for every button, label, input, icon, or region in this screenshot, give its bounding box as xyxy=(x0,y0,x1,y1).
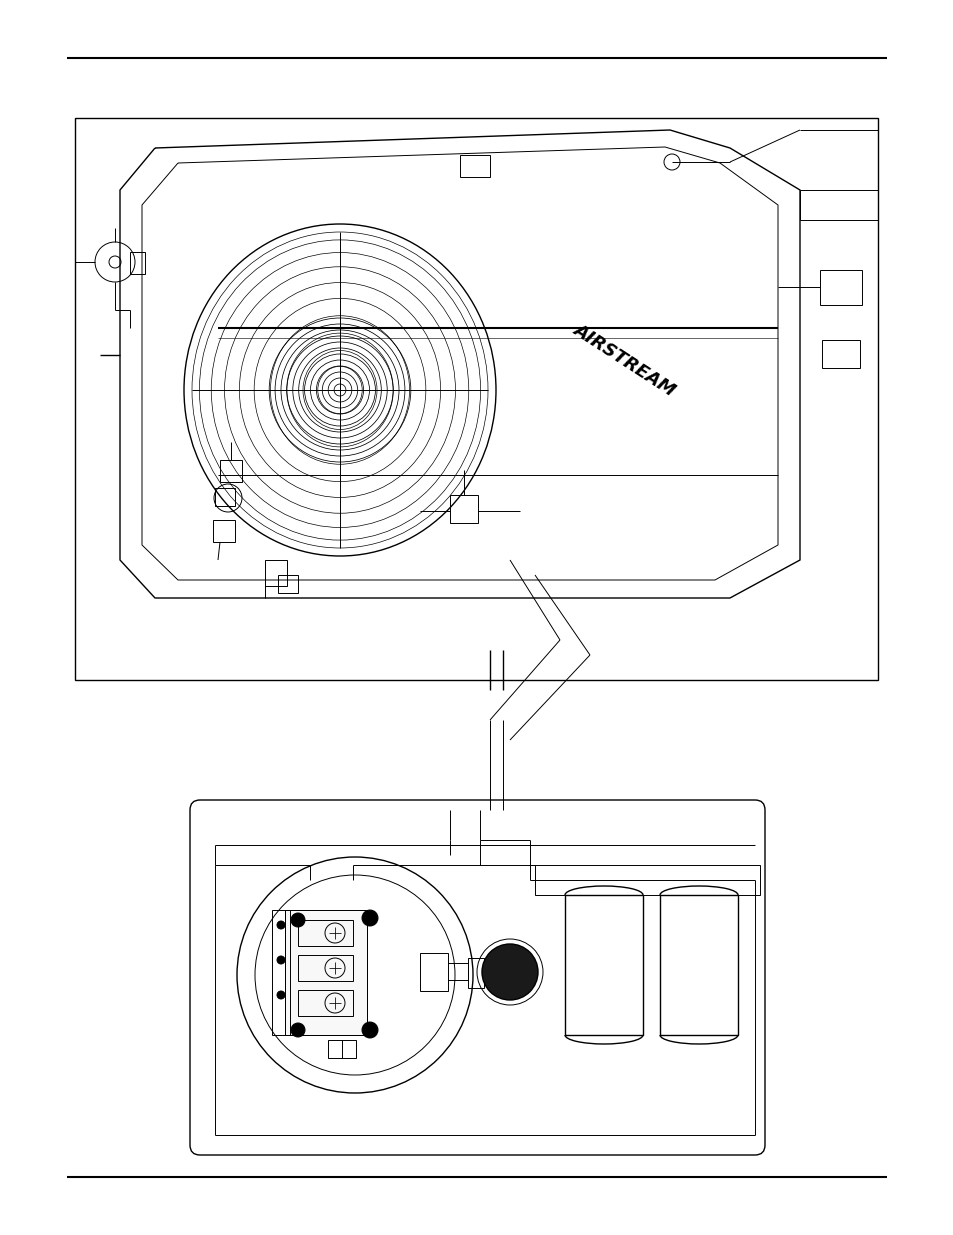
Bar xyxy=(419,953,448,990)
Bar xyxy=(277,576,297,593)
Bar xyxy=(214,488,234,506)
Circle shape xyxy=(481,944,537,1000)
Bar xyxy=(285,910,367,1035)
Bar xyxy=(213,520,234,542)
Bar xyxy=(821,340,859,368)
Circle shape xyxy=(291,1023,305,1037)
Bar xyxy=(328,1040,355,1058)
Bar xyxy=(297,990,353,1016)
Bar xyxy=(220,459,242,482)
Bar xyxy=(297,955,353,981)
Circle shape xyxy=(361,910,377,926)
Bar xyxy=(468,958,483,988)
Circle shape xyxy=(276,990,285,999)
Bar xyxy=(535,864,760,895)
Circle shape xyxy=(361,1023,377,1037)
Circle shape xyxy=(291,913,305,927)
Circle shape xyxy=(276,921,285,929)
Bar xyxy=(564,895,642,1035)
Circle shape xyxy=(276,956,285,965)
Bar xyxy=(285,910,367,1035)
Bar xyxy=(297,920,353,946)
Bar xyxy=(820,270,862,305)
Bar xyxy=(659,895,738,1035)
Bar xyxy=(450,495,477,522)
Bar xyxy=(459,156,490,177)
Bar xyxy=(265,559,287,585)
Bar xyxy=(272,910,290,1035)
Text: AIRSTREAM: AIRSTREAM xyxy=(569,320,678,399)
Bar xyxy=(130,252,145,274)
